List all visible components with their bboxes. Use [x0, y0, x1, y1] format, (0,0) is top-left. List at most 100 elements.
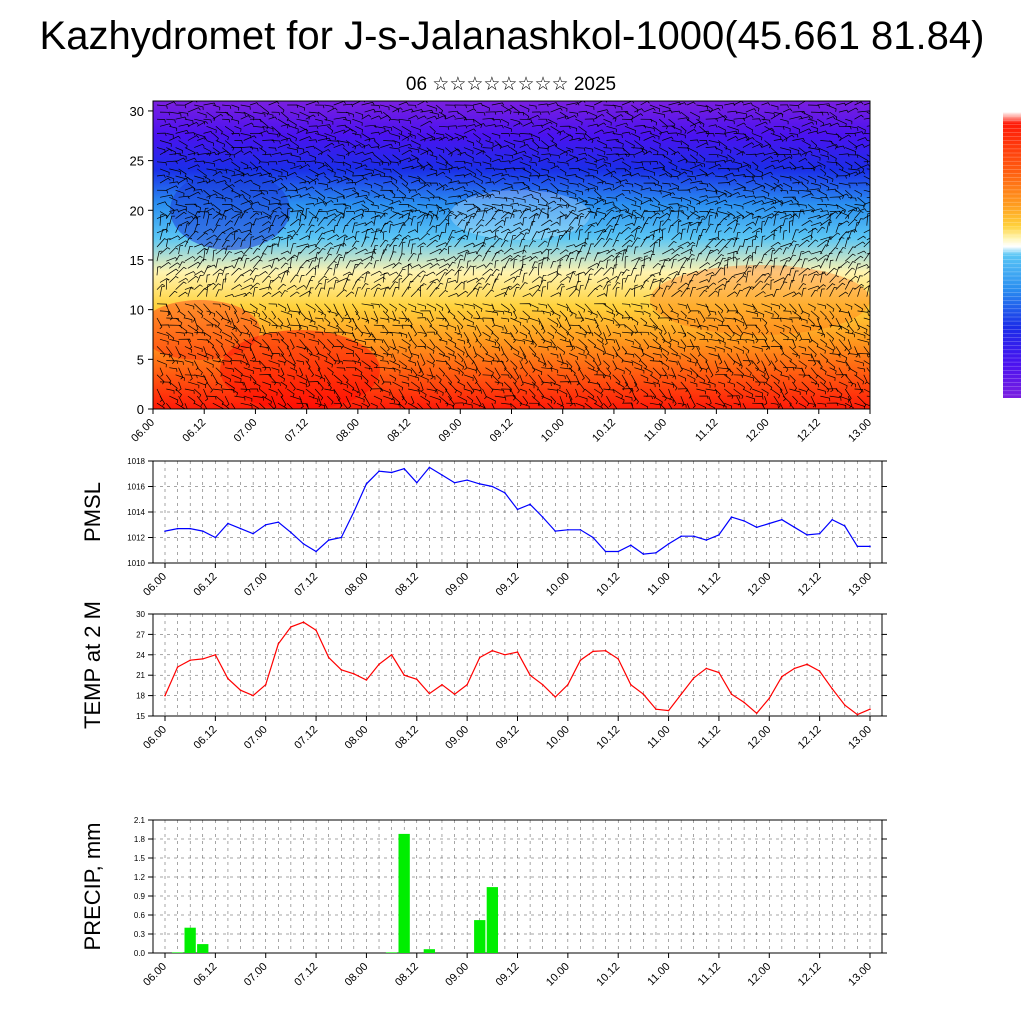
wind-barb: [789, 346, 799, 358]
wind-barb: [751, 360, 759, 372]
wind-barb: [187, 381, 200, 389]
wind-barb: [259, 388, 268, 398]
wind-barb: [224, 220, 234, 226]
data-point: [781, 675, 783, 678]
wind-barb: [221, 210, 229, 219]
wind-barb: [838, 182, 851, 189]
wind-barb: [708, 211, 718, 217]
wind-barb: [243, 135, 257, 141]
wind-barb: [495, 410, 507, 414]
wind-barb: [373, 395, 382, 403]
wind-barb: [612, 223, 619, 233]
wind-barb: [727, 381, 735, 388]
wind-barb: [761, 360, 767, 372]
wind-barb: [513, 258, 518, 269]
wind-barb: [587, 222, 599, 227]
wind-barb: [454, 160, 466, 165]
wind-barb: [876, 230, 885, 240]
wind-barb: [333, 242, 347, 248]
wind-barb: [680, 228, 686, 240]
wind-barb: [633, 324, 638, 334]
wind-barb: [736, 164, 750, 170]
wind-barb: [308, 139, 318, 143]
wind-barb: [333, 253, 342, 262]
wind-barb: [503, 140, 516, 148]
wind-barb: [621, 277, 626, 290]
wind-barb: [556, 175, 569, 183]
wind-barb: [457, 151, 467, 156]
wind-barb: [215, 367, 223, 377]
wind-barb: [696, 215, 706, 219]
wind-barb: [178, 245, 184, 255]
wind-barb: [501, 374, 510, 378]
wind-barb: [612, 303, 619, 316]
wind-barb: [588, 410, 598, 419]
wind-barb: [810, 182, 821, 189]
wind-barb: [538, 118, 548, 123]
wind-barb: [417, 221, 421, 233]
wind-barb: [169, 290, 178, 297]
wind-barb: [863, 270, 870, 276]
wind-barb: [156, 118, 166, 123]
wind-barb: [345, 247, 358, 255]
data-point: [252, 532, 254, 535]
wind-barb: [271, 243, 276, 255]
wind-barb: [290, 310, 301, 316]
wind-barb: [838, 153, 850, 157]
wind-barb: [166, 118, 176, 123]
wind-barb: [187, 310, 196, 322]
wind-barb: [280, 123, 291, 128]
wind-barb: [373, 276, 386, 283]
wind-barb: [485, 262, 493, 269]
wind-barb: [857, 310, 869, 316]
wind-barb: [317, 324, 326, 332]
wind-barb: [500, 360, 507, 371]
wind-barb: [457, 353, 464, 363]
wind-barb: [745, 395, 756, 402]
wind-barb: [389, 161, 399, 166]
y-tick-label: 0.3: [134, 930, 146, 939]
wind-barb: [271, 177, 284, 184]
heatmap-field: [153, 101, 870, 409]
wind-barb: [690, 139, 699, 143]
data-point: [340, 536, 343, 539]
wind-barb: [463, 317, 474, 326]
wind-barb: [435, 207, 442, 219]
wind-barb: [426, 161, 433, 170]
wind-barb: [547, 229, 560, 234]
wind-barb: [854, 101, 864, 106]
wind-barb: [761, 235, 766, 248]
wind-barb: [159, 123, 172, 127]
wind-barb: [817, 272, 827, 276]
wind-barb: [417, 303, 426, 310]
wind-barb: [184, 118, 194, 124]
wind-barb: [166, 101, 176, 106]
wind-barb: [733, 237, 740, 248]
wind-barb: [457, 338, 465, 345]
wind-barb: [438, 289, 448, 297]
wind-barb: [519, 388, 527, 395]
wind-barb: [289, 274, 299, 283]
wind-barb: [829, 287, 838, 297]
wind-barb: [159, 262, 171, 269]
wind-barb: [299, 181, 311, 185]
wind-barb: [733, 204, 744, 210]
wind-barb: [299, 164, 311, 170]
wind-barb: [324, 317, 331, 326]
wind-barb: [187, 367, 193, 381]
wind-barb: [473, 204, 481, 212]
wind-barb: [196, 288, 208, 297]
wind-barb: [373, 110, 383, 115]
wind-barb: [640, 118, 653, 123]
wind-barb: [243, 324, 250, 334]
y-axis-label: TEMP at 2 M: [80, 601, 105, 729]
wind-barb: [649, 133, 660, 140]
wind-barb: [472, 133, 481, 142]
wind-barb: [680, 273, 687, 283]
wind-barb: [541, 395, 553, 404]
wind-barb: [876, 292, 888, 297]
wind-barb: [538, 303, 547, 309]
wind-barb: [829, 182, 839, 189]
wind-barb: [212, 147, 220, 156]
wind-barb: [379, 212, 388, 219]
